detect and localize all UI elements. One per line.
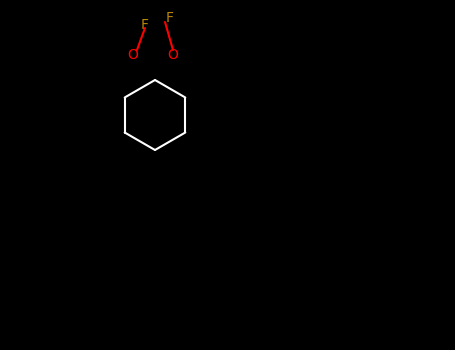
Text: O: O <box>127 48 138 62</box>
Text: F: F <box>141 18 149 32</box>
Text: F: F <box>166 11 174 25</box>
Text: O: O <box>167 48 178 62</box>
